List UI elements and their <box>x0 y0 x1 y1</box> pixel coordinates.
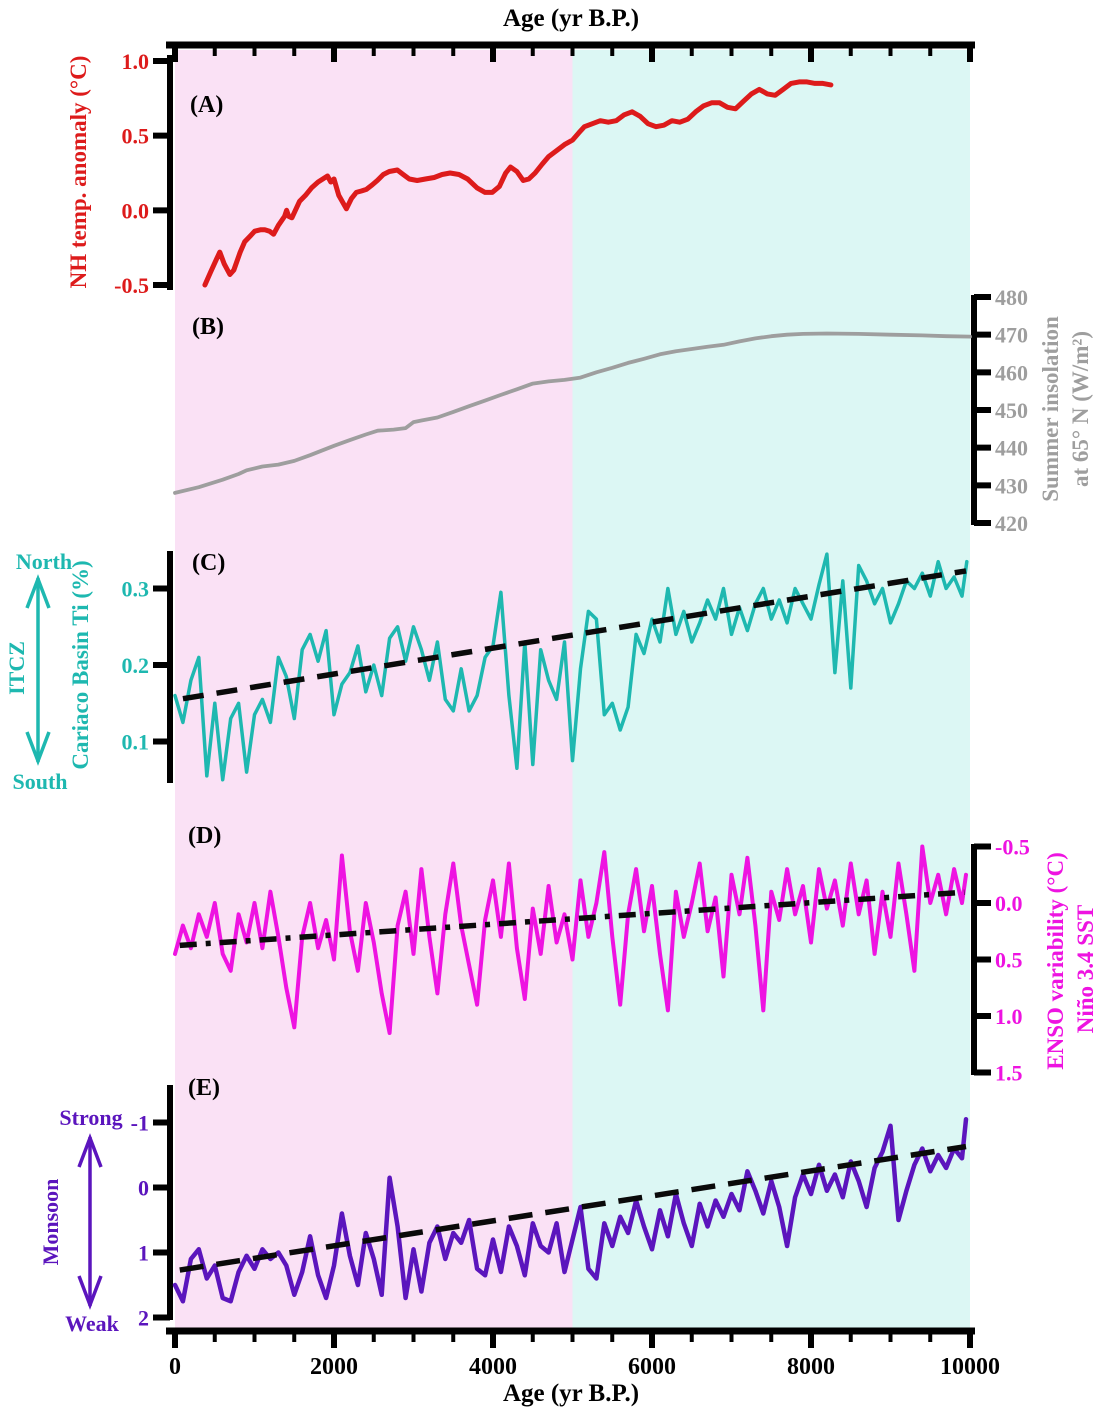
panel-a-tick-label: 0.5 <box>122 124 150 149</box>
panel-b-tick-label: 430 <box>995 473 1028 498</box>
panel-e-tick-label: 2 <box>138 1306 149 1331</box>
pink-band <box>175 50 573 1331</box>
panel-a-tick-label: 0.0 <box>122 198 150 223</box>
panel-a-series <box>202 79 834 288</box>
annotation-axis-label: Monsoon <box>38 1179 63 1266</box>
annotation-bottom-label: South <box>12 769 67 794</box>
panel-c-side-annotation: North South ITCZ <box>4 549 72 794</box>
panel-b-tick-label: 440 <box>995 436 1028 461</box>
panel-b-axis-label: Summer insolation <box>1038 316 1063 502</box>
panel-c: 0.3 0.2 0.1 Cariaco Basin Ti (%) (C) North Sou… <box>4 549 969 794</box>
panel-e: -1 0 1 2 (E) Strong Weak Monsoon <box>38 1075 969 1336</box>
panel-b-series <box>173 331 972 495</box>
panel-d-axis-label: ENSO variability (°C) <box>1043 852 1068 1069</box>
panel-c-trend-line <box>182 568 967 702</box>
x-axis-tick-label: 2000 <box>310 1354 358 1380</box>
panel-d-axis-label: Niño 3.4 SST <box>1073 905 1098 1033</box>
top-axis-title: Age (yr B.P.) <box>503 5 639 32</box>
panel-e-tick-label: 1 <box>138 1241 149 1266</box>
panel-b: 480 470 460 450 440 430 420 Summer insolation at… <box>173 285 1093 536</box>
annotation-bottom-label: Weak <box>65 1311 120 1336</box>
panel-b-tick-label: 450 <box>995 398 1028 423</box>
panel-letter-a: (A) <box>190 92 223 118</box>
x-axis-tick-label: 6000 <box>628 1354 676 1380</box>
panel-letter-b: (B) <box>192 314 224 340</box>
panel-c-axis-label: Cariaco Basin Ti (%) <box>68 560 93 769</box>
panel-b-tick-label: 480 <box>995 285 1028 310</box>
x-axis-tick-label: 4000 <box>469 1354 517 1380</box>
x-axis-tick-label: 0 <box>169 1354 181 1380</box>
panel-b-tick-label: 470 <box>995 323 1028 348</box>
panel-e-tick-label: 0 <box>138 1176 149 1201</box>
down-arrowhead-icon <box>25 731 51 766</box>
top-age-axis <box>166 41 975 62</box>
annotation-top-label: Strong <box>59 1105 122 1130</box>
panel-d-tick-label: -0.5 <box>995 835 1030 860</box>
cyan-band <box>572 50 970 1331</box>
down-arrowhead-icon <box>77 1275 103 1310</box>
panel-d-tick-label: 0.5 <box>995 948 1023 973</box>
x-axis-tick-label: 10000 <box>940 1354 1000 1380</box>
panel-e-tick-label: -1 <box>131 1111 149 1136</box>
panel-b-tick-label: 460 <box>995 360 1028 385</box>
panel-a-tick-label: -0.5 <box>114 273 149 298</box>
panel-c-tick-label: 0.3 <box>122 577 150 602</box>
panel-c-series <box>173 552 969 782</box>
panel-b-tick-label: 420 <box>995 511 1028 536</box>
panel-a-axis-label: NH temp. anomaly (°C) <box>66 56 91 289</box>
panel-d-series <box>173 844 968 1035</box>
panel-d: -0.5 0.0 0.5 1.0 1.5 ENSO variability (°C) Niñ… <box>173 823 1098 1086</box>
panel-d-trend-line <box>179 889 965 949</box>
panel-d-tick-label: 1.5 <box>995 1061 1023 1086</box>
panel-e-trend-line <box>179 1143 967 1273</box>
panel-b-axis-label: at 65° N (W/m²) <box>1068 331 1093 487</box>
panel-c-tick-label: 0.2 <box>122 653 150 678</box>
up-arrowhead-icon <box>77 1133 103 1168</box>
up-arrowhead-icon <box>25 574 51 609</box>
panel-d-tick-label: 0.0 <box>995 891 1023 916</box>
panel-letter-e: (E) <box>188 1075 220 1101</box>
annotation-top-label: North <box>16 549 72 574</box>
panel-a-tick-label: 1.0 <box>122 49 150 74</box>
panel-a: 1.0 0.5 0.0 -0.5 NH temp. anomaly (°C) (A) <box>66 49 834 298</box>
bottom-age-axis: 0 2000 4000 6000 8000 10000 <box>166 1327 1000 1380</box>
annotation-axis-label: ITCZ <box>4 641 29 695</box>
x-axis-tick-label: 8000 <box>787 1354 835 1380</box>
bottom-axis-title: Age (yr B.P.) <box>503 1380 639 1407</box>
panel-letter-c: (C) <box>192 550 225 576</box>
panel-d-tick-label: 1.0 <box>995 1004 1023 1029</box>
panel-letter-d: (D) <box>188 823 221 849</box>
panel-e-side-annotation: Strong Weak Monsoon <box>38 1105 123 1336</box>
panel-c-tick-label: 0.1 <box>122 730 150 755</box>
